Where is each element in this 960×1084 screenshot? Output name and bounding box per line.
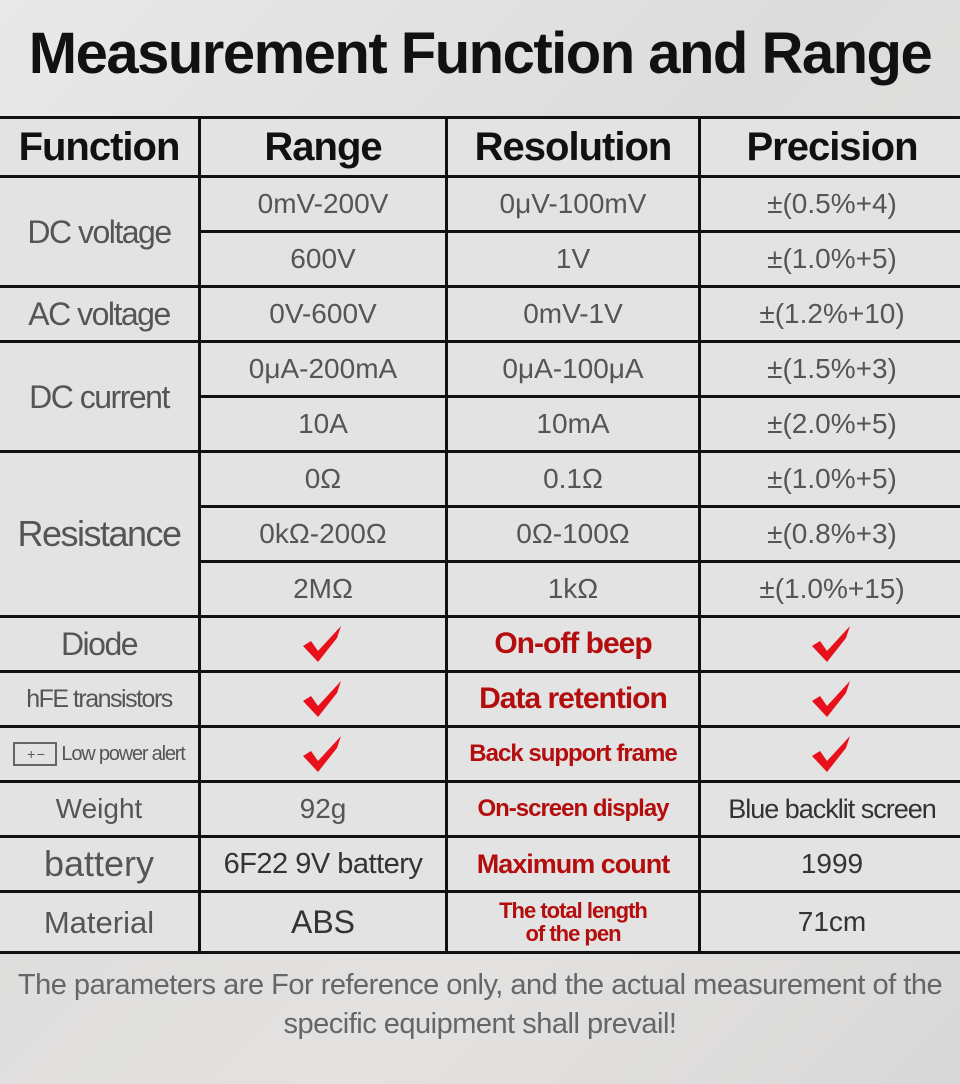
function-dc-voltage: DC voltage [0, 178, 198, 285]
feature-max-count: Maximum count [448, 838, 698, 890]
range-cell: 600V [201, 233, 445, 285]
precision-cell: ±(1.0%+15) [701, 563, 960, 615]
precision-cell: ±(0.5%+4) [701, 178, 960, 230]
feature-on-screen: On-screen display [448, 783, 698, 835]
range-cell: 0V-600V [201, 288, 445, 340]
precision-cell: ±(1.2%+10) [701, 288, 960, 340]
label-battery: battery [0, 838, 198, 890]
spec-table: Function Range Resolution Precision DC v… [0, 116, 960, 954]
precision-cell: ±(2.0%+5) [701, 398, 960, 450]
feature-pen-length: The total length of the pen [448, 893, 698, 951]
check-icon [201, 618, 445, 670]
resolution-cell: 0μA-100μA [448, 343, 698, 395]
function-dc-current: DC current [0, 343, 198, 450]
resolution-cell: 0.1Ω [448, 453, 698, 505]
label-low-power: + − Low power alert [0, 728, 198, 780]
header-resolution: Resolution [448, 119, 698, 175]
feature-on-off-beep: On-off beep [448, 618, 698, 670]
resolution-cell: 10mA [448, 398, 698, 450]
value-pen-length: 71cm [701, 893, 960, 951]
range-cell: 2MΩ [201, 563, 445, 615]
check-icon [701, 618, 960, 670]
check-icon [701, 728, 960, 780]
range-cell: 0Ω [201, 453, 445, 505]
resolution-cell: 0μV-100mV [448, 178, 698, 230]
label-material: Material [0, 893, 198, 951]
feature-back-support: Back support frame [448, 728, 698, 780]
precision-cell: ±(1.0%+5) [701, 233, 960, 285]
value-max-count: 1999 [701, 838, 960, 890]
label-diode: Diode [0, 618, 198, 670]
range-cell: 0μA-200mA [201, 343, 445, 395]
check-icon [201, 673, 445, 725]
resolution-cell: 1V [448, 233, 698, 285]
range-cell: 0mV-200V [201, 178, 445, 230]
value-screen: Blue backlit screen [701, 783, 960, 835]
resolution-cell: 0mV-1V [448, 288, 698, 340]
page-title: Measurement Function and Range [28, 21, 933, 86]
feature-data-retention: Data retention [448, 673, 698, 725]
label-hfe: hFE transistors [0, 673, 198, 725]
precision-cell: ±(1.0%+5) [701, 453, 960, 505]
function-ac-voltage: AC voltage [0, 288, 198, 340]
header-function: Function [0, 119, 198, 175]
range-cell: 0kΩ-200Ω [201, 508, 445, 560]
value-material: ABS [201, 893, 445, 951]
low-power-label: Low power alert [61, 743, 185, 765]
value-battery: 6F22 9V battery [201, 838, 445, 890]
battery-icon: + − [13, 742, 58, 766]
check-icon [201, 728, 445, 780]
resolution-cell: 1kΩ [448, 563, 698, 615]
function-resistance: Resistance [0, 453, 198, 615]
header-precision: Precision [701, 119, 960, 175]
precision-cell: ±(0.8%+3) [701, 508, 960, 560]
resolution-cell: 0Ω-100Ω [448, 508, 698, 560]
precision-cell: ±(1.5%+3) [701, 343, 960, 395]
disclaimer-note: The parameters are For reference only, a… [17, 969, 943, 1040]
range-cell: 10A [201, 398, 445, 450]
value-weight: 92g [201, 783, 445, 835]
check-icon [701, 673, 960, 725]
label-weight: Weight [0, 783, 198, 835]
header-range: Range [201, 119, 445, 175]
